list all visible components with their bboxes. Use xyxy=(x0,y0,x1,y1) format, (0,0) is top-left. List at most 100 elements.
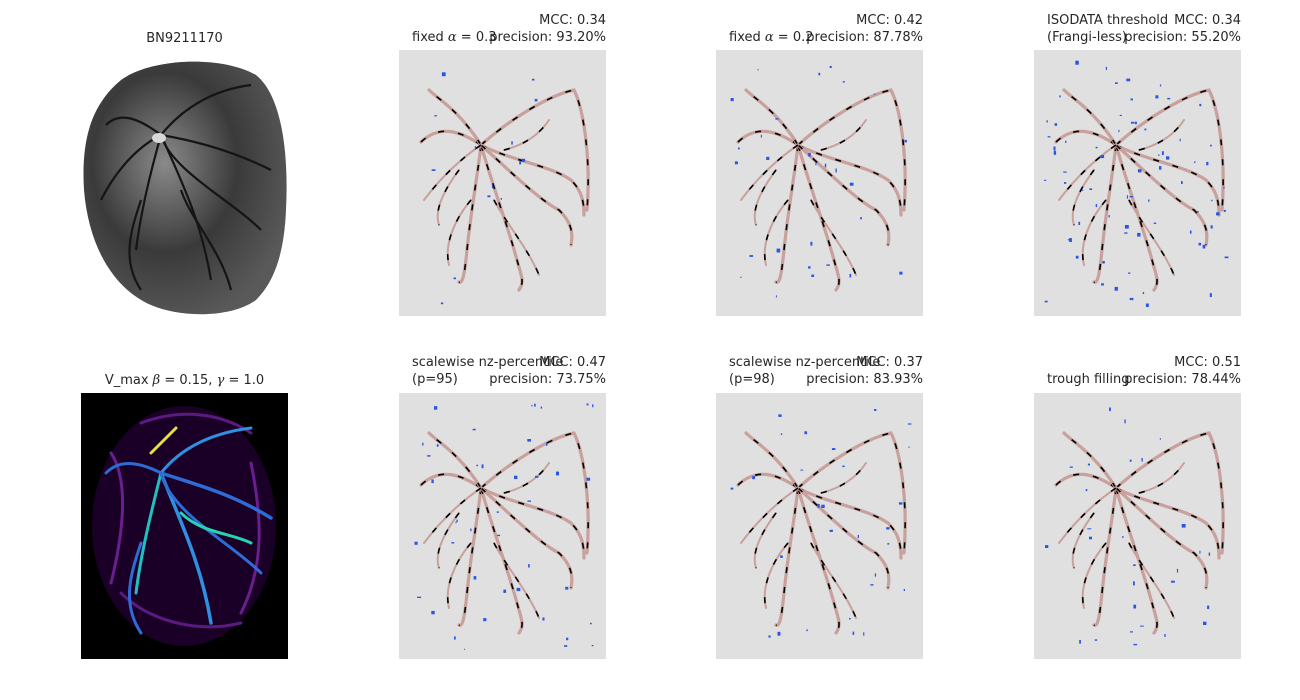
false-positive-blob xyxy=(1126,78,1131,82)
false-negative-segment xyxy=(820,119,867,151)
p98-label-line2: (p=98) xyxy=(729,372,775,387)
optic-disc xyxy=(152,133,166,143)
trough-overlay xyxy=(1034,393,1241,659)
ground-truth-vessel xyxy=(736,472,800,490)
false-positive-blob xyxy=(904,139,907,143)
false-negative-segment xyxy=(447,199,472,266)
false-positive-blob xyxy=(1142,292,1145,295)
false-positive-blob xyxy=(1153,222,1157,224)
overlay-svg xyxy=(399,50,606,316)
false-negative-segment xyxy=(1115,487,1220,559)
false-positive-blob xyxy=(849,182,854,186)
false-positive-blob xyxy=(503,589,507,593)
false-positive-blob xyxy=(591,645,594,647)
false-positive-blob xyxy=(1087,528,1092,530)
ground-truth-vessel xyxy=(796,486,891,590)
trough-precision: precision: 78.44% xyxy=(1124,372,1241,387)
false-positive-blob xyxy=(824,163,827,168)
false-positive-blob xyxy=(1044,179,1047,181)
false-negative-segment xyxy=(493,199,540,276)
false-positive-blob xyxy=(427,455,431,457)
false-positive-blob xyxy=(1095,204,1098,208)
false-positive-blob xyxy=(1045,545,1049,548)
overlay-svg xyxy=(1034,50,1241,316)
false-negative-segment xyxy=(493,542,540,619)
false-positive-blob xyxy=(531,404,533,407)
false-positive-blob xyxy=(775,295,777,298)
ground-truth-vessel xyxy=(1054,472,1118,490)
false-positive-blob xyxy=(738,147,740,150)
false-positive-blob xyxy=(481,464,484,469)
false-positive-blob xyxy=(531,78,535,81)
false-positive-blob xyxy=(1210,144,1212,147)
ground-truth-vessel xyxy=(796,431,907,555)
false-positive-blob xyxy=(1211,199,1213,202)
false-positive-blob xyxy=(1114,286,1118,291)
false-positive-blob xyxy=(776,248,781,253)
false-positive-blob xyxy=(1109,407,1111,412)
alpha02-label: fixed α = 0.2 xyxy=(729,30,814,45)
false-positive-blob xyxy=(1122,536,1124,538)
false-positive-blob xyxy=(1065,140,1067,143)
false-positive-blob xyxy=(818,72,821,76)
ground-truth-vessel xyxy=(1114,143,1209,247)
false-positive-blob xyxy=(874,409,877,411)
false-positive-blob xyxy=(810,241,813,246)
ground-truth-vessel xyxy=(1071,512,1095,569)
false-positive-blob xyxy=(491,184,494,189)
false-positive-blob xyxy=(1085,489,1088,492)
false-positive-blob xyxy=(1155,95,1159,99)
false-positive-blob xyxy=(1223,209,1226,212)
false-positive-blob xyxy=(1194,161,1196,163)
false-positive-blob xyxy=(1089,536,1092,540)
false-positive-blob xyxy=(1176,568,1179,573)
false-positive-blob xyxy=(842,81,845,83)
overlay-svg xyxy=(716,50,923,316)
false-positive-blob xyxy=(1124,232,1128,234)
false-positive-blob xyxy=(1216,212,1220,216)
false-positive-blob xyxy=(777,631,781,636)
false-positive-blob xyxy=(766,156,770,160)
false-positive-blob xyxy=(1224,256,1229,259)
p95-mcc: MCC: 0.47 xyxy=(539,355,606,370)
false-positive-blob xyxy=(1159,438,1161,440)
false-positive-blob xyxy=(1129,196,1133,198)
raw-image-svg xyxy=(83,61,287,315)
false-positive-blob xyxy=(849,618,851,620)
false-positive-blob xyxy=(760,134,762,138)
false-negative-segment xyxy=(1115,144,1158,291)
false-positive-blob xyxy=(1047,136,1051,138)
isodata-label-line2: (Frangi-less) xyxy=(1047,30,1127,45)
false-negative-segment xyxy=(1128,542,1175,619)
p98-precision: precision: 83.93% xyxy=(806,372,923,387)
false-positive-blob xyxy=(540,406,543,409)
false-positive-blob xyxy=(1166,156,1170,160)
overlay-svg xyxy=(716,393,923,659)
false-positive-blob xyxy=(500,198,502,200)
false-positive-blob xyxy=(903,589,905,591)
false-positive-blob xyxy=(542,617,545,621)
false-positive-blob xyxy=(1133,643,1138,646)
false-positive-blob xyxy=(1124,419,1126,424)
ground-truth-vessel xyxy=(753,169,777,226)
false-negative-segment xyxy=(1058,144,1117,201)
false-positive-blob xyxy=(586,477,591,481)
false-positive-blob xyxy=(487,195,491,198)
false-positive-blob xyxy=(473,576,477,580)
false-positive-blob xyxy=(874,573,877,577)
false-negative-segment xyxy=(810,199,857,276)
false-positive-blob xyxy=(1053,146,1056,151)
false-negative-segment xyxy=(480,487,585,559)
false-positive-blob xyxy=(1206,161,1209,166)
ground-truth-vessel xyxy=(1114,431,1225,555)
false-positive-blob xyxy=(434,406,438,410)
false-positive-blob xyxy=(899,271,903,275)
raw-image-title: BN9211170 xyxy=(146,31,223,46)
p95-label-line1: scalewise nz-percentile xyxy=(412,355,564,370)
false-positive-blob xyxy=(734,161,738,165)
false-positive-blob xyxy=(1208,552,1211,556)
false-positive-blob xyxy=(519,161,522,165)
false-positive-blob xyxy=(556,471,559,476)
false-negative-segment xyxy=(797,144,902,216)
trough-mcc: MCC: 0.51 xyxy=(1174,355,1241,370)
